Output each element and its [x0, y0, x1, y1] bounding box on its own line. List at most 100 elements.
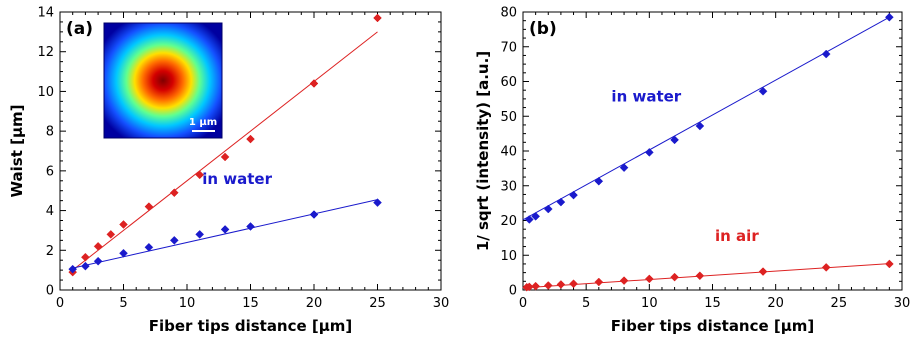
- data-point: [695, 121, 705, 131]
- data-point: [670, 272, 679, 282]
- y-tick-label: 40: [500, 145, 517, 160]
- data-point: [93, 241, 103, 251]
- data-point: [594, 277, 604, 287]
- data-point: [106, 230, 116, 239]
- annotation-label: in water: [202, 170, 272, 188]
- x-tick-label: 20: [306, 296, 323, 311]
- data-point: [821, 49, 831, 59]
- y-tick-label: 20: [500, 214, 517, 229]
- x-tick-label: 10: [641, 296, 658, 311]
- fit-line: [522, 263, 890, 289]
- data-point: [670, 135, 679, 145]
- data-point: [758, 86, 768, 96]
- data-point: [144, 242, 154, 252]
- data-point: [524, 215, 534, 224]
- y-tick-label: 0: [509, 284, 517, 299]
- x-tick-label: 15: [242, 296, 259, 311]
- panel-a-chart: 0 5 10 15 20 25 30 0 2 4 6 8 10 12 14 Fiber tips distan…: [8, 6, 449, 336]
- x-tick-label: 10: [179, 296, 196, 311]
- data-point: [821, 263, 831, 272]
- data-point: [220, 152, 230, 162]
- y-tick-label: 80: [500, 6, 517, 21]
- data-point: [169, 236, 179, 245]
- scale-bar-label: 1 µm: [189, 117, 217, 128]
- annotation-label: in water: [611, 87, 681, 105]
- data-point: [119, 248, 128, 258]
- data-point: [531, 211, 540, 221]
- x-tick-label: 30: [433, 296, 450, 311]
- data-point: [195, 230, 205, 239]
- data-point: [543, 281, 553, 290]
- data-point: [144, 202, 154, 211]
- x-tick-label: 20: [767, 296, 784, 311]
- panel-label: (a): [66, 19, 93, 39]
- data-point: [885, 259, 894, 269]
- data-point: [195, 170, 205, 180]
- data-point: [373, 198, 382, 207]
- y-tick-label: 0: [46, 284, 54, 299]
- y-tick-label: 14: [37, 6, 54, 21]
- x-tick-label: 25: [369, 296, 386, 311]
- x-axis-label: Fiber tips distance [µm]: [611, 317, 815, 335]
- data-point: [644, 148, 654, 157]
- y-tick-label: 70: [500, 40, 517, 55]
- x-axis-label: Fiber tips distance [µm]: [149, 317, 353, 335]
- fit-line: [522, 16, 890, 221]
- panel-b-chart: 0 5 10 15 20 25 30 0 10 20 30 40 50 60 70 80 Fiber tips …: [474, 6, 910, 336]
- data-point: [220, 225, 230, 234]
- data-point: [569, 279, 578, 289]
- y-tick-label: 2: [46, 244, 54, 259]
- data-point: [373, 13, 382, 23]
- series-in-water: [68, 198, 382, 274]
- plot-frame: [522, 11, 903, 291]
- y-tick-label: 10: [500, 249, 517, 264]
- y-tick-label: 8: [46, 125, 54, 140]
- x-tick-label: 0: [56, 296, 64, 311]
- data-point: [93, 256, 103, 266]
- data-point: [556, 280, 566, 289]
- data-point: [169, 188, 179, 198]
- data-point: [543, 204, 553, 214]
- data-point: [309, 79, 319, 88]
- data-point: [246, 222, 255, 231]
- series-in-air: [522, 259, 894, 292]
- data-point: [119, 220, 128, 229]
- x-tick-label: 0: [519, 296, 527, 311]
- data-point: [81, 252, 90, 262]
- inset-frame: [103, 22, 223, 139]
- data-point: [309, 210, 319, 219]
- x-tick-label: 5: [582, 296, 590, 311]
- data-point: [569, 190, 578, 200]
- data-point: [644, 274, 654, 284]
- fit-line: [72, 31, 378, 271]
- series-in-water: [522, 12, 894, 224]
- y-tick-label: 50: [500, 110, 517, 125]
- data-point: [246, 134, 255, 144]
- data-point: [81, 261, 90, 271]
- y-tick-label: 60: [500, 75, 517, 90]
- data-point: [885, 12, 894, 22]
- y-axis-label: Waist [µm]: [8, 105, 26, 198]
- data-point: [68, 264, 78, 274]
- annotation-label: in air: [715, 227, 759, 245]
- x-tick-label: 5: [119, 296, 127, 311]
- y-tick-label: 30: [500, 179, 517, 194]
- data-point: [619, 163, 629, 173]
- x-tick-label: 30: [894, 296, 911, 311]
- y-tick-label: 12: [37, 45, 54, 60]
- data-point: [619, 276, 629, 285]
- y-tick-label: 10: [37, 85, 54, 100]
- x-tick-label: 15: [704, 296, 721, 311]
- y-tick-label: 4: [46, 204, 54, 219]
- x-tick-label: 25: [831, 296, 848, 311]
- panel-label: (b): [529, 19, 557, 39]
- data-point: [556, 197, 566, 207]
- beam-profile-inset: 1 µm: [103, 22, 223, 139]
- data-point: [695, 271, 705, 281]
- y-tick-label: 6: [46, 164, 54, 179]
- data-point: [531, 281, 540, 291]
- y-axis-label: 1/ sqrt (intensity) [a.u.]: [474, 51, 492, 251]
- data-point: [594, 176, 604, 186]
- data-point: [758, 267, 768, 276]
